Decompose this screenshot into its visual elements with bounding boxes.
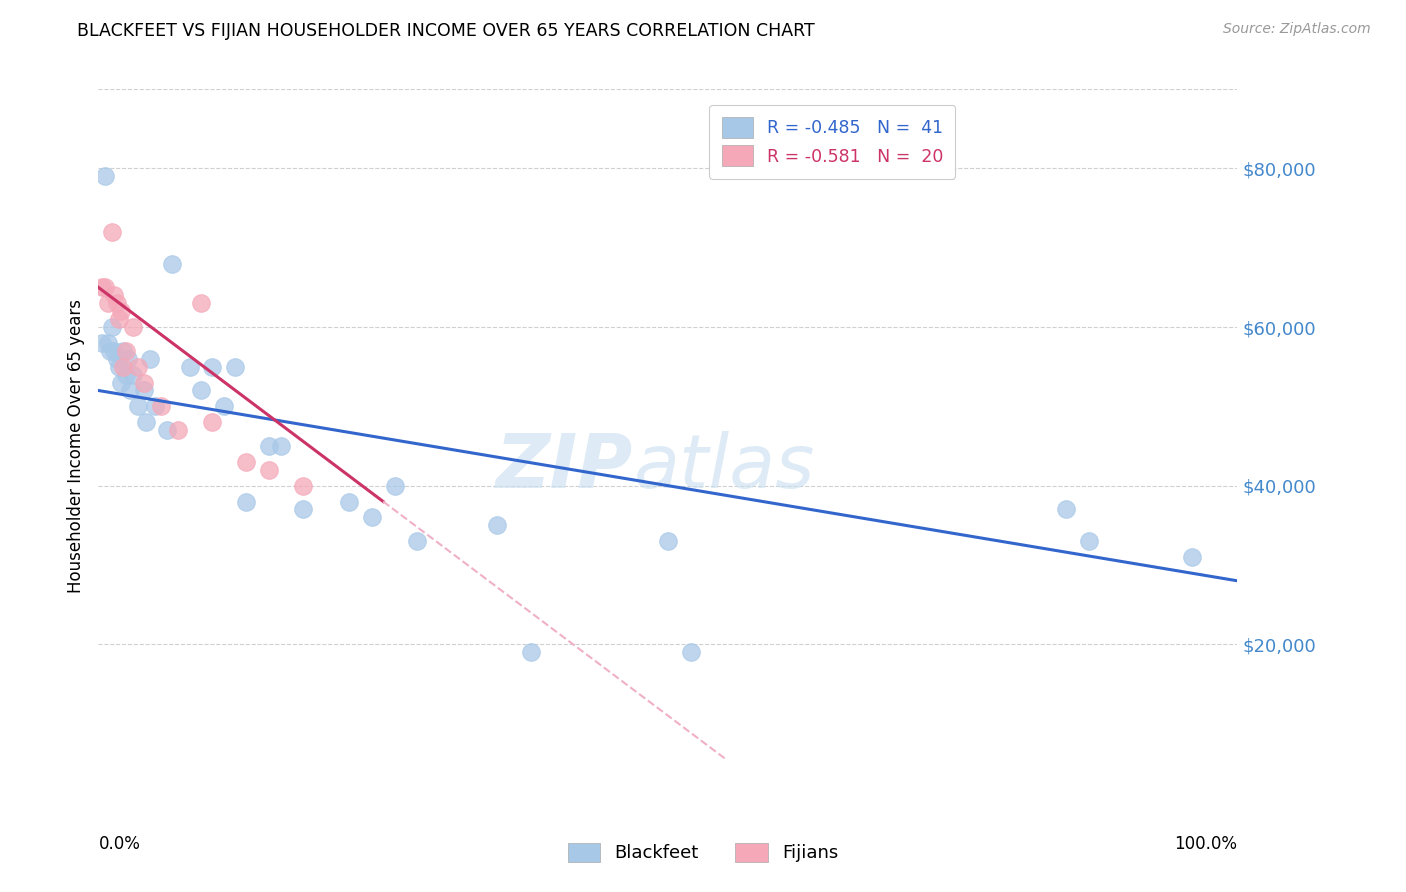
Point	[96, 296, 118, 310]
Legend: Blackfeet, Fijians: Blackfeet, Fijians	[561, 836, 845, 870]
Text: 100.0%: 100.0%	[1174, 835, 1237, 853]
Text: Source: ZipAtlas.com: Source: ZipAtlas.com	[1223, 22, 1371, 37]
Text: 0.0%: 0.0%	[98, 835, 141, 853]
Point	[212, 400, 235, 414]
Point	[1078, 534, 1101, 549]
Point	[127, 359, 149, 374]
Legend: R = -0.485   N =  41, R = -0.581   N =  20: R = -0.485 N = 41, R = -0.581 N = 20	[710, 105, 955, 178]
Point	[259, 439, 281, 453]
Point	[121, 368, 143, 382]
Point	[112, 343, 135, 358]
Point	[1181, 549, 1204, 564]
Point	[657, 534, 679, 549]
Point	[145, 400, 167, 414]
Point	[190, 384, 212, 398]
Point	[235, 494, 257, 508]
Point	[132, 384, 155, 398]
Point	[108, 312, 131, 326]
Point	[110, 376, 132, 390]
Text: BLACKFEET VS FIJIAN HOUSEHOLDER INCOME OVER 65 YEARS CORRELATION CHART: BLACKFEET VS FIJIAN HOUSEHOLDER INCOME O…	[77, 22, 815, 40]
Point	[162, 257, 184, 271]
Point	[90, 280, 112, 294]
Point	[101, 320, 124, 334]
Point	[1054, 502, 1078, 516]
Text: ZIP: ZIP	[496, 431, 634, 504]
Point	[201, 359, 224, 374]
Point	[150, 400, 173, 414]
Point	[90, 335, 112, 350]
Point	[110, 304, 132, 318]
Point	[292, 502, 315, 516]
Point	[108, 359, 131, 374]
Point	[94, 280, 117, 294]
Point	[360, 510, 382, 524]
Point	[224, 359, 246, 374]
Point	[98, 343, 121, 358]
Point	[105, 296, 128, 310]
Point	[114, 368, 136, 382]
Point	[337, 494, 360, 508]
Point	[121, 320, 143, 334]
Point	[520, 645, 543, 659]
Point	[235, 455, 257, 469]
Point	[156, 423, 179, 437]
Point	[120, 384, 142, 398]
Point	[127, 400, 149, 414]
Point	[132, 376, 155, 390]
Point	[114, 343, 136, 358]
Point	[406, 534, 429, 549]
Point	[94, 169, 117, 184]
Y-axis label: Householder Income Over 65 years: Householder Income Over 65 years	[66, 299, 84, 593]
Point	[167, 423, 190, 437]
Point	[190, 296, 212, 310]
Point	[270, 439, 292, 453]
Point	[384, 478, 406, 492]
Point	[135, 415, 157, 429]
Point	[117, 351, 139, 366]
Point	[486, 518, 509, 533]
Point	[138, 351, 160, 366]
Point	[103, 343, 125, 358]
Text: atlas: atlas	[634, 432, 815, 503]
Point	[112, 359, 135, 374]
Point	[259, 463, 281, 477]
Point	[201, 415, 224, 429]
Point	[103, 288, 125, 302]
Point	[105, 351, 128, 366]
Point	[679, 645, 702, 659]
Point	[101, 225, 124, 239]
Point	[96, 335, 118, 350]
Point	[292, 478, 315, 492]
Point	[179, 359, 201, 374]
